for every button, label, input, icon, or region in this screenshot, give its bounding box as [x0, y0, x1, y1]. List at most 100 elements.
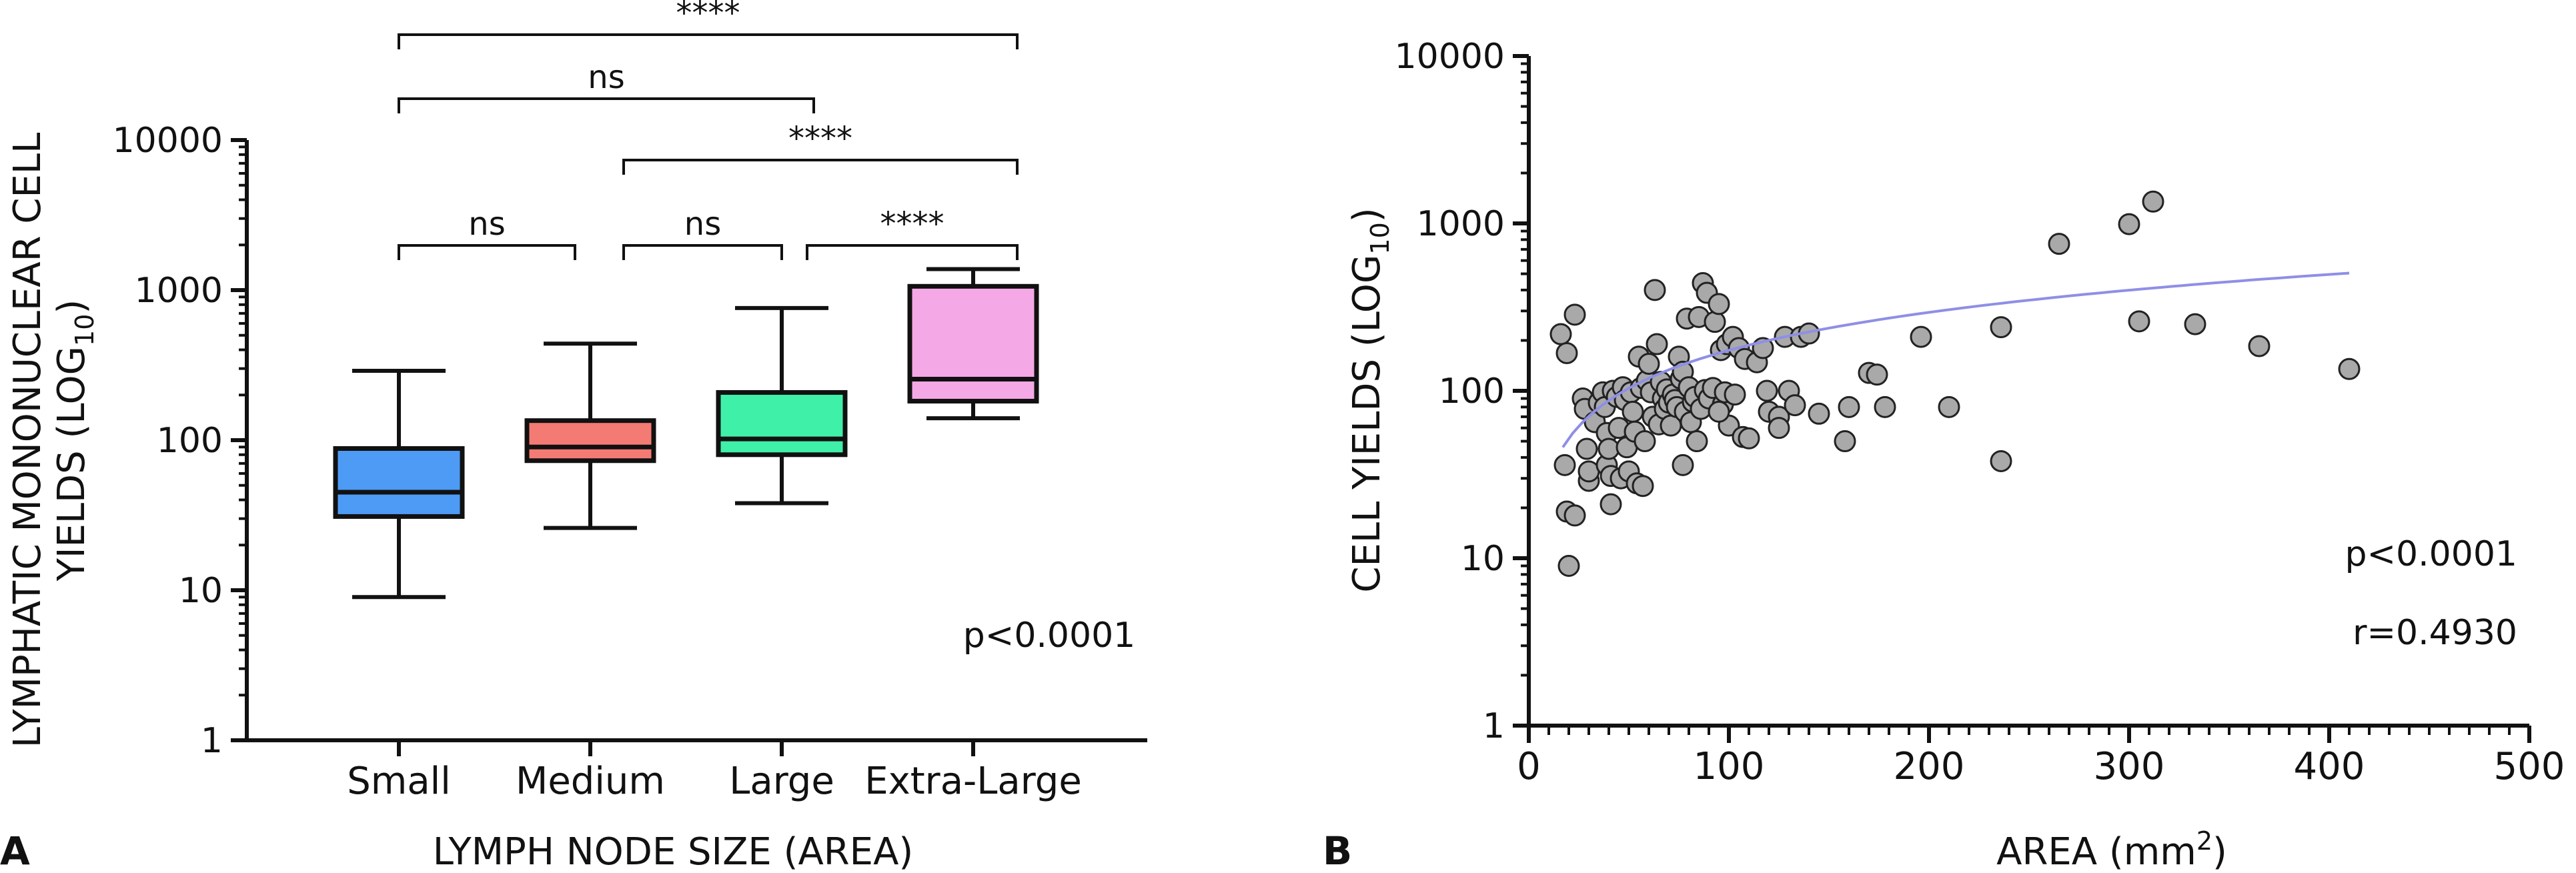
scatter-point	[1724, 383, 1746, 406]
bracket-large-extra-large: ****	[806, 205, 1019, 260]
scatter-point	[1768, 417, 1790, 440]
box-body	[716, 389, 848, 458]
scatter-point	[1990, 450, 2012, 472]
scatter-point	[1756, 379, 1778, 402]
bracket-small-large: ns	[398, 59, 815, 113]
bracket-medium-large: ns	[622, 205, 783, 260]
bracket-label: ns	[588, 59, 624, 96]
scatter-point	[1708, 293, 1730, 315]
scatter-point	[1555, 341, 1578, 364]
scatter-point	[1622, 400, 1644, 423]
scatter-point	[1549, 323, 1572, 345]
scatter-point	[1553, 454, 1576, 476]
scatter-point	[1599, 493, 1622, 516]
scatter-point	[2128, 310, 2150, 333]
x-tick-label: 400	[2294, 745, 2365, 788]
scatter-point	[1686, 430, 1708, 453]
panel-a-y-axis-label-line1: LYMPHATIC MONONUCLEAR CELL	[6, 133, 49, 748]
scatter-point	[1632, 475, 1654, 498]
panel-a-box-plot: A **** ns **** ns ns **** 1 10 100 1000 10000 Smal…	[0, 0, 1147, 873]
y-tick-label: 1000	[1417, 204, 1505, 244]
x-tick-label: 300	[2094, 745, 2165, 788]
panel-b-p-value: p<0.0001	[2345, 534, 2517, 574]
y-tick-label: 10000	[1395, 37, 1505, 77]
scatter-point	[1838, 395, 1860, 418]
y-tick-label: 100	[1439, 371, 1505, 411]
panel-a-y-axis-label: LYMPHATIC MONONUCLEAR CELL YIELDS (LOG10…	[6, 133, 99, 748]
x-tick-label: Large	[729, 760, 834, 803]
panel-a-axes: 1 10 100 1000 10000 Small Medium Large Extra-Lar…	[113, 121, 1147, 803]
panel-b-letter: B	[1323, 828, 1352, 873]
x-tick-label: Small	[347, 760, 451, 803]
x-tick-label: 100	[1694, 745, 1765, 788]
scatter-point	[1874, 395, 1896, 418]
panel-a-p-value: p<0.0001	[963, 616, 1136, 656]
fit-curve	[1561, 271, 2350, 448]
scatter-point	[1638, 352, 1660, 375]
bracket-line	[398, 244, 576, 260]
panel-b-axes: 1 10 100 1000 10000 0 100 200 300 400 500	[1395, 37, 2565, 788]
bracket-line	[398, 33, 1019, 49]
panel-b-y-axis-label: CELL YIELDS (LOG10)	[1345, 207, 1395, 592]
scatter-point	[1708, 400, 1730, 423]
box-body	[907, 283, 1039, 403]
scatter-point	[1575, 438, 1598, 460]
y-tick-label: 1000	[135, 271, 223, 311]
scatter-point	[2118, 213, 2140, 235]
scatter-points	[1549, 190, 2361, 577]
scatter-point	[1644, 279, 1666, 301]
bracket-small-medium: ns	[398, 205, 576, 260]
scatter-point	[1808, 402, 1830, 425]
box-extra-large	[907, 267, 1039, 421]
bracket-label: ****	[880, 205, 944, 243]
scatter-point	[1910, 325, 1932, 348]
x-tick-label: Extra-Large	[864, 760, 1082, 803]
scatter-point	[1646, 333, 1668, 355]
scatter-point	[1784, 394, 1806, 417]
scatter-point	[1577, 460, 1600, 483]
y-tick-label: 1	[201, 721, 223, 761]
y-tick-label: 10	[179, 571, 223, 611]
x-tick-label: 500	[2494, 745, 2565, 788]
bracket-small-extra-large: ****	[398, 0, 1019, 49]
box-series	[333, 267, 1039, 600]
scatter-point	[2142, 190, 2164, 213]
box-small	[333, 368, 465, 600]
panel-b-y-axis-label-text: CELL YIELDS (LOG10)	[1345, 207, 1395, 592]
bracket-line	[622, 159, 1019, 175]
bracket-label: ****	[788, 120, 852, 157]
bracket-line	[622, 244, 783, 260]
scatter-point	[2184, 313, 2206, 335]
bracket-medium-extra-large: ****	[622, 120, 1019, 175]
bracket-line	[806, 244, 1019, 260]
scatter-point	[1672, 454, 1694, 476]
scatter-point	[2248, 335, 2271, 357]
box-large	[716, 305, 848, 506]
panel-b-scatter-plot: B 1 10 100 1000 10000 0 100 200 300 400 500 AREA (…	[1323, 37, 2565, 873]
bracket-label: ns	[468, 205, 505, 243]
y-tick-label: 10000	[113, 121, 223, 161]
bracket-label: ****	[676, 0, 740, 32]
y-tick-label: 10	[1461, 539, 1505, 579]
scatter-point	[1597, 438, 1620, 460]
panel-b-x-axis-label: AREA (mm2)	[1996, 826, 2227, 873]
box-body	[333, 446, 465, 519]
scatter-point	[1704, 311, 1726, 333]
scatter-point	[1738, 427, 1760, 450]
panel-a-x-axis-label: LYMPH NODE SIZE (AREA)	[433, 830, 913, 873]
scatter-point	[1563, 504, 1586, 527]
bracket-line	[398, 97, 815, 113]
x-tick-label: 0	[1517, 745, 1541, 788]
x-tick-label: Medium	[516, 760, 665, 803]
scatter-point	[1938, 395, 1960, 418]
panel-b-r-value: r=0.4930	[2353, 613, 2517, 653]
scatter-point	[1990, 316, 2012, 339]
scatter-point	[1866, 363, 1888, 386]
bracket-label: ns	[684, 205, 721, 243]
scatter-point	[1557, 554, 1580, 577]
scatter-point	[1634, 430, 1656, 453]
significance-brackets: **** ns **** ns ns ****	[398, 0, 1019, 260]
box-body	[524, 418, 656, 464]
y-tick-label: 100	[157, 421, 223, 461]
